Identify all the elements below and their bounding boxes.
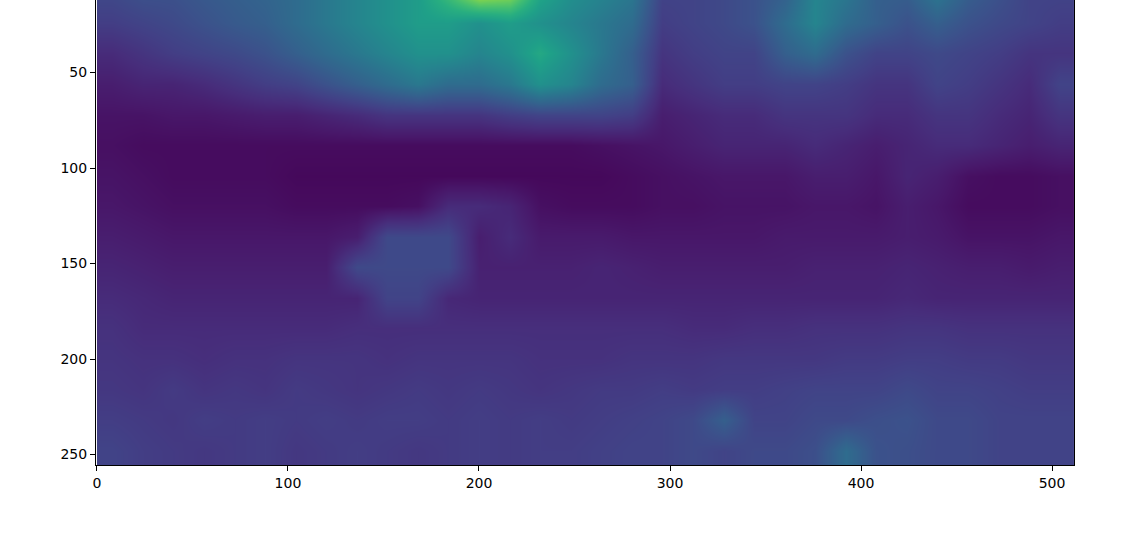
svg-text:300: 300	[657, 475, 684, 491]
svg-text:200: 200	[466, 475, 493, 491]
svg-text:0: 0	[92, 475, 101, 491]
svg-text:100: 100	[60, 160, 87, 176]
svg-text:400: 400	[848, 475, 875, 491]
svg-text:500: 500	[1039, 475, 1066, 491]
svg-text:50: 50	[69, 64, 87, 80]
svg-text:250: 250	[60, 446, 87, 462]
svg-text:100: 100	[275, 475, 302, 491]
svg-text:150: 150	[60, 255, 87, 271]
svg-text:200: 200	[60, 351, 87, 367]
